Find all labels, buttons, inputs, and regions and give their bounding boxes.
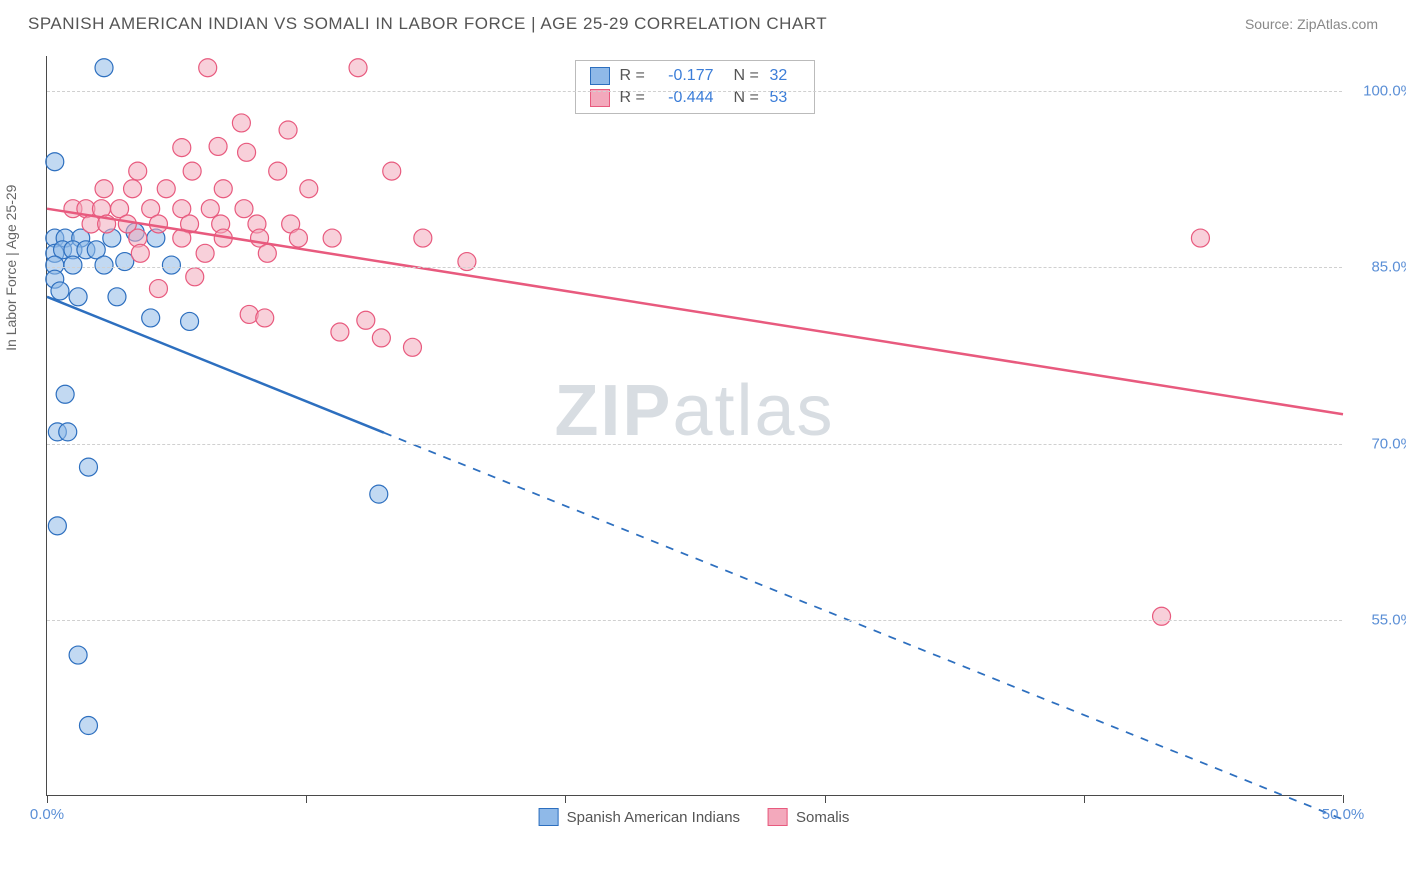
x-tick-label: 50.0% (1322, 806, 1365, 823)
data-point (149, 280, 167, 298)
gridline (47, 91, 1342, 92)
gridline (47, 620, 1342, 621)
trend-line-extrapolated (384, 433, 1343, 820)
data-point (51, 282, 69, 300)
data-point (149, 215, 167, 233)
y-tick-label: 100.0% (1363, 83, 1406, 100)
data-point (69, 646, 87, 664)
data-point (372, 329, 390, 347)
correlation-legend: R =-0.177N =32R =-0.444N =53 (575, 60, 815, 114)
data-point (46, 153, 64, 171)
y-tick-label: 85.0% (1371, 259, 1406, 276)
data-point (173, 139, 191, 157)
data-point (269, 162, 287, 180)
data-point (209, 137, 227, 155)
data-point (199, 59, 217, 77)
plot-svg (47, 56, 1342, 795)
source-attribution: Source: ZipAtlas.com (1245, 16, 1378, 32)
data-point (414, 229, 432, 247)
data-point (79, 458, 97, 476)
data-point (258, 244, 276, 262)
n-label: N = (734, 67, 760, 85)
data-point (403, 338, 421, 356)
data-point (79, 717, 97, 735)
x-tick (47, 795, 48, 803)
data-point (59, 423, 77, 441)
gridline (47, 444, 1342, 445)
data-point (124, 180, 142, 198)
series-name: Somalis (796, 809, 849, 826)
series-legend-item: Somalis (768, 808, 849, 826)
n-value: 32 (770, 67, 800, 85)
gridline (47, 267, 1342, 268)
x-tick (1343, 795, 1344, 803)
x-tick (825, 795, 826, 803)
data-point (370, 485, 388, 503)
x-tick (565, 795, 566, 803)
data-point (279, 121, 297, 139)
data-point (256, 309, 274, 327)
correlation-legend-row: R = -0.177 N = 32 (590, 65, 800, 87)
r-label: R = (620, 67, 646, 85)
data-point (201, 200, 219, 218)
x-tick (1084, 795, 1085, 803)
data-point (64, 256, 82, 274)
data-point (131, 244, 149, 262)
data-point (69, 288, 87, 306)
x-tick-label: 0.0% (30, 806, 64, 823)
series-name: Spanish American Indians (567, 809, 740, 826)
data-point (56, 385, 74, 403)
x-tick (306, 795, 307, 803)
page-title: SPANISH AMERICAN INDIAN VS SOMALI IN LAB… (28, 14, 827, 34)
series-legend-item: Spanish American Indians (539, 808, 740, 826)
data-point (108, 288, 126, 306)
data-point (95, 256, 113, 274)
data-point (48, 517, 66, 535)
data-point (181, 312, 199, 330)
legend-swatch (768, 808, 788, 826)
data-point (357, 311, 375, 329)
source-link[interactable]: ZipAtlas.com (1297, 16, 1378, 32)
y-axis-title: In Labor Force | Age 25-29 (3, 184, 19, 350)
plot-area: ZIPatlas R =-0.177N =32R =-0.444N =53 In… (46, 56, 1342, 796)
data-point (331, 323, 349, 341)
data-point (300, 180, 318, 198)
legend-swatch (590, 67, 610, 85)
y-tick-label: 55.0% (1371, 611, 1406, 628)
data-point (186, 268, 204, 286)
data-point (349, 59, 367, 77)
r-value: -0.177 (656, 67, 714, 85)
data-point (235, 200, 253, 218)
data-point (95, 180, 113, 198)
data-point (383, 162, 401, 180)
y-tick-label: 70.0% (1371, 435, 1406, 452)
data-point (1153, 607, 1171, 625)
series-legend: Spanish American Indians Somalis (539, 808, 850, 826)
correlation-chart: ZIPatlas R =-0.177N =32R =-0.444N =53 In… (46, 56, 1342, 796)
data-point (238, 143, 256, 161)
data-point (157, 180, 175, 198)
data-point (196, 244, 214, 262)
data-point (95, 59, 113, 77)
data-point (162, 256, 180, 274)
data-point (289, 229, 307, 247)
data-point (1191, 229, 1209, 247)
data-point (232, 114, 250, 132)
data-point (214, 180, 232, 198)
data-point (129, 162, 147, 180)
data-point (142, 309, 160, 327)
legend-swatch (539, 808, 559, 826)
data-point (323, 229, 341, 247)
trend-line (47, 297, 384, 433)
data-point (240, 305, 258, 323)
data-point (183, 162, 201, 180)
